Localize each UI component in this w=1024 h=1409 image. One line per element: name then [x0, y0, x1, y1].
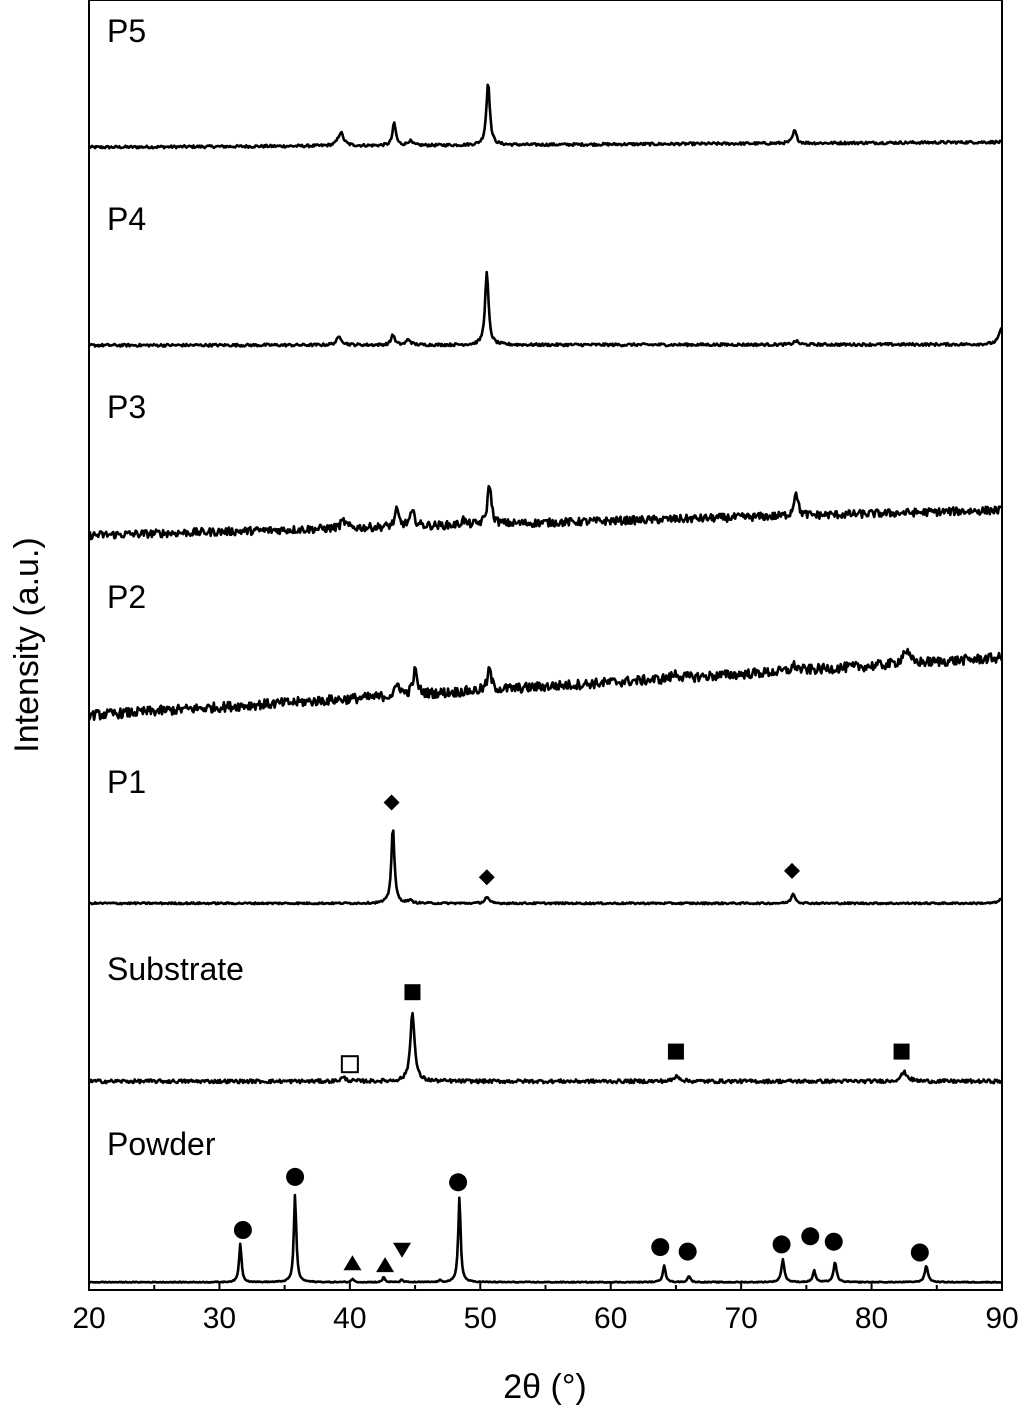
traces	[87, 83, 1004, 1284]
marker-square-filled-substrate-3	[893, 1043, 910, 1060]
marker-circle-filled-powder-5	[449, 1173, 468, 1192]
marker-square-filled-substrate-0	[404, 984, 421, 1001]
marker-circle-filled-powder-0	[233, 1221, 252, 1239]
label-p5: P5	[107, 13, 146, 49]
marker-circle-filled-powder-11	[910, 1243, 929, 1262]
label-p3: P3	[107, 389, 146, 425]
x-tick-label: 60	[594, 1302, 627, 1335]
label-p1: P1	[107, 764, 146, 800]
label-p4: P4	[107, 201, 146, 237]
marker-circle-filled-powder-10	[824, 1232, 843, 1251]
x-axis: 20 30 40 50 60 70 80 90	[72, 1281, 1019, 1335]
plot-frame	[88, 0, 1003, 1291]
x-axis-label: 2θ (°)	[503, 1368, 587, 1406]
trace-p3	[88, 484, 1003, 541]
label-substrate: Substrate	[107, 951, 244, 987]
marker-square-filled-substrate-2	[667, 1043, 684, 1060]
x-tick-label: 30	[203, 1302, 236, 1335]
marker-triangle-down-filled-powder-4	[393, 1242, 412, 1258]
marker-circle-filled-powder-9	[801, 1227, 820, 1246]
marker-circle-filled-powder-1	[286, 1167, 305, 1186]
marker-circle-filled-powder-6	[651, 1238, 670, 1257]
marker-circle-filled-powder-8	[772, 1235, 791, 1254]
x-tick-label: 90	[985, 1302, 1018, 1335]
x-tick-label: 40	[333, 1302, 366, 1335]
marker-diamond-filled-p1-0	[383, 794, 400, 811]
x-tick-label: 20	[72, 1302, 105, 1335]
marker-circle-filled-powder-7	[678, 1242, 697, 1261]
sample-labels: P5 P4 P3 P2 P1 Substrate Powder	[107, 13, 244, 1162]
trace-p5	[88, 83, 1003, 150]
marker-triangle-up-filled-powder-2	[343, 1255, 362, 1271]
x-tick-label: 70	[724, 1302, 757, 1335]
marker-diamond-filled-p1-2	[784, 862, 801, 879]
label-p2: P2	[107, 579, 146, 615]
trace-p4	[88, 270, 1003, 348]
marker-triangle-up-filled-powder-3	[376, 1257, 395, 1273]
y-axis-label: Intensity (a.u.)	[8, 537, 46, 752]
marker-square-open-substrate-1	[340, 1055, 359, 1074]
peak-markers	[233, 794, 929, 1273]
label-powder: Powder	[107, 1126, 216, 1162]
x-tick-label: 80	[855, 1302, 888, 1335]
trace-p2	[87, 647, 1004, 721]
marker-diamond-filled-p1-1	[478, 869, 495, 886]
trace-powder	[88, 1193, 1003, 1284]
trace-substrate	[88, 1011, 1004, 1085]
trace-p1	[88, 829, 1003, 906]
x-tick-label: 50	[464, 1302, 497, 1335]
